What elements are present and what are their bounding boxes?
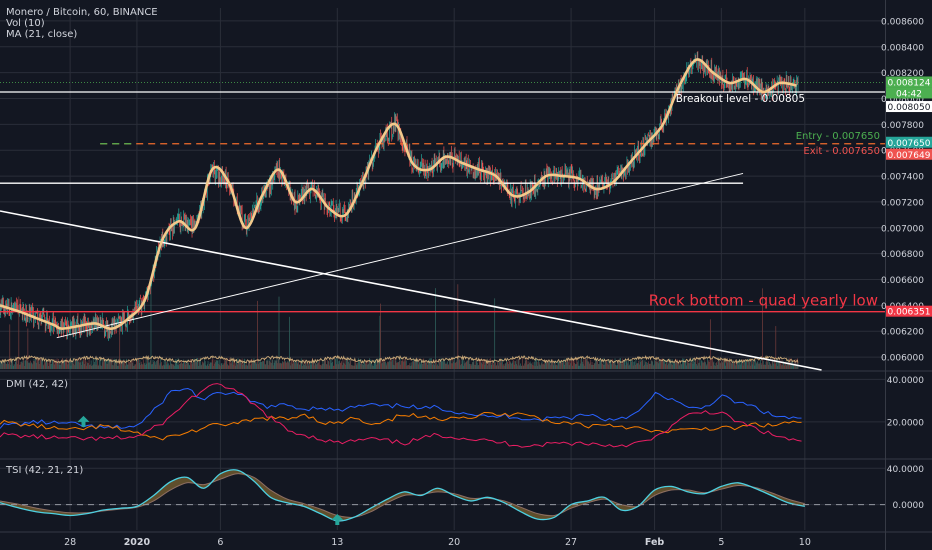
time-label-6: Feb: [645, 537, 665, 548]
tsi-fill: [0, 469, 805, 522]
price-tag-2: 0.008050: [888, 103, 931, 113]
price-tag-bg-1: [886, 87, 932, 99]
tsi-signal-line: [0, 473, 805, 518]
indicator-ma[interactable]: MA (21, close): [6, 29, 78, 40]
entry-label: Entry - 0.007650: [796, 131, 880, 142]
time-label-4: 20: [448, 537, 460, 548]
price-tag-4: 0.007649: [888, 151, 931, 161]
price-tick-0: 0.008600: [881, 17, 924, 27]
breakout-label: Breakout level - 0.00805: [676, 93, 805, 105]
trend-line-1: [56, 173, 744, 339]
indicator-volume[interactable]: Vol (10): [6, 18, 45, 29]
price-tick-6: 0.007400: [881, 173, 924, 183]
price-tick-10: 0.006600: [881, 276, 924, 286]
rock-bottom-label: Rock bottom - quad yearly low: [649, 292, 878, 310]
horizontal-levels: [0, 82, 885, 313]
time-label-8: 10: [799, 537, 811, 548]
price-tag-bg-4: [886, 148, 932, 160]
dmi-panel: [0, 383, 802, 448]
tsi-panel: [0, 469, 885, 522]
price-tick-7: 0.007200: [881, 198, 924, 208]
tsi-tick-1: 0.0000: [893, 501, 925, 511]
dmi-line-adx: [0, 383, 802, 448]
trend-lines: [0, 173, 822, 371]
annotations: Breakout level - 0.00805 Entry - 0.007650…: [77, 93, 880, 526]
price-tick-4: 0.007800: [881, 121, 924, 131]
tsi-tick-0: 40.0000: [887, 465, 924, 475]
signal-arrow-1: [331, 514, 344, 526]
time-label-1: 2020: [124, 537, 151, 548]
dmi-label[interactable]: DMI (42, 42): [6, 379, 69, 390]
dmi-tick-1: 20.0000: [887, 418, 924, 428]
price-tick-13: 0.006000: [881, 354, 924, 364]
price-tick-1: 0.008400: [881, 43, 924, 53]
price-tick-2: 0.008200: [881, 69, 924, 79]
volume-bars: [0, 280, 799, 369]
price-tag-5: 0.006351: [888, 308, 931, 318]
dmi-line-minus: [0, 411, 802, 441]
price-tag-bg-0: [886, 76, 932, 88]
price-tag-3: 0.007650: [888, 139, 931, 149]
tsi-label[interactable]: TSI (42, 21, 21): [6, 465, 84, 476]
tsi-legend: TSI (42, 21, 21): [6, 465, 83, 476]
time-label-5: 27: [565, 537, 577, 548]
price-tag-0: 0.008124: [888, 78, 931, 88]
time-label-0: 28: [64, 537, 76, 548]
trend-line-0: [0, 210, 822, 371]
exit-label: Exit - 0.007650: [803, 146, 880, 157]
dmi-line-plus: [0, 387, 802, 430]
candles: [0, 51, 799, 341]
chart-legend: Monero / Bitcoin, 60, BINANCE Vol (10) M…: [6, 7, 158, 40]
price-tick-12: 0.006200: [881, 328, 924, 338]
time-axis: 28 2020 6 13 20 27 Feb 5 10: [64, 537, 811, 548]
signal-arrow-0: [77, 415, 90, 427]
price-tag-bg-2: [886, 101, 932, 113]
price-tag-bg-5: [886, 305, 932, 317]
price-tick-9: 0.006800: [881, 250, 924, 260]
dmi-tick-0: 40.0000: [887, 376, 924, 386]
ma-series: [0, 58, 797, 330]
price-tag-bg-3: [886, 136, 932, 148]
tsi-line: [0, 469, 805, 522]
symbol-line[interactable]: Monero / Bitcoin, 60, BINANCE: [6, 7, 158, 18]
time-label-7: 5: [718, 537, 724, 548]
ma-line: [0, 58, 797, 330]
time-label-2: 6: [217, 537, 223, 548]
price-tick-3: 0.008000: [881, 95, 924, 105]
dmi-legend: DMI (42, 42): [6, 379, 68, 390]
volume-ma-line: [0, 354, 799, 365]
price-tick-8: 0.007000: [881, 224, 924, 234]
price-tag-1: 04:42: [896, 89, 922, 99]
time-label-3: 13: [331, 537, 343, 548]
